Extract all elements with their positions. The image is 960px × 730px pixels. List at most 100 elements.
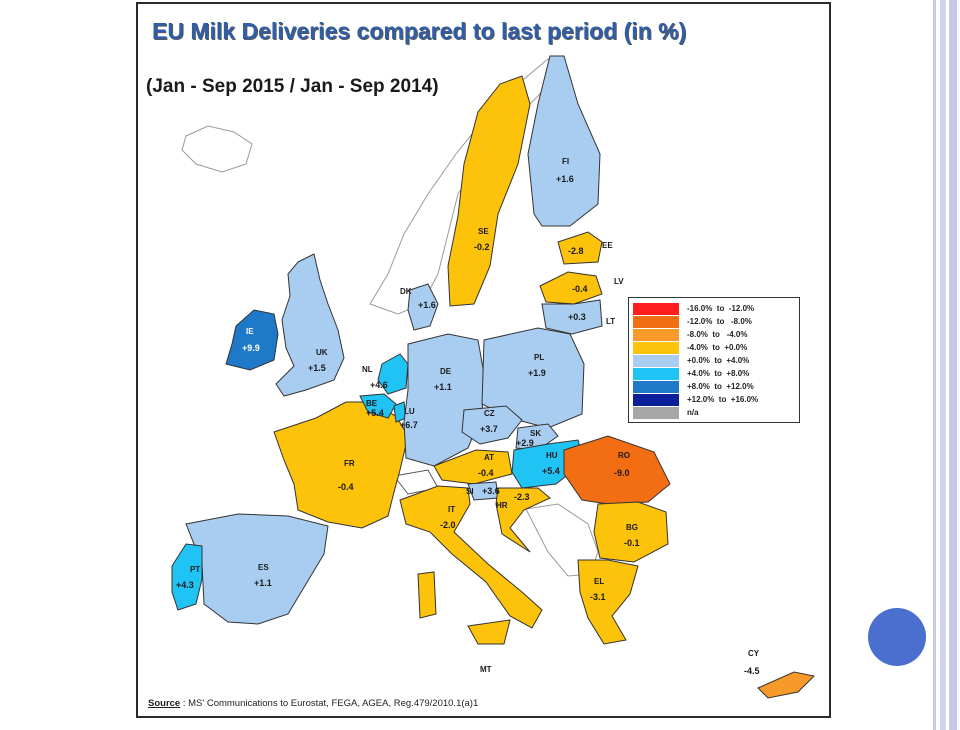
map-title: EU Milk Deliveries compared to last peri…	[152, 18, 687, 44]
label-be-value: +5.4	[366, 408, 384, 418]
country-it-sardinia	[417, 571, 437, 619]
country-at	[433, 449, 513, 485]
label-lt-value: +0.3	[568, 312, 586, 322]
legend-swatch	[633, 354, 679, 367]
label-es-value: +1.1	[254, 578, 272, 588]
label-sk-value: +2.9	[516, 438, 534, 448]
country-ie	[225, 309, 279, 371]
label-nl-value: +4.6	[370, 380, 388, 390]
legend-swatch	[633, 302, 679, 315]
legend-range: +4.0% to +8.0%	[687, 369, 750, 378]
next-slide-button[interactable]	[868, 608, 926, 666]
label-fi-value: +1.6	[556, 174, 574, 184]
label-ie-code: IE	[246, 327, 254, 336]
label-be-code: BE	[366, 399, 378, 408]
label-mt-code: MT	[480, 665, 492, 674]
border-stripe	[949, 0, 957, 730]
label-fi-code: FI	[562, 157, 569, 166]
legend-row: -16.0% to -12.0%	[633, 302, 795, 315]
label-fr-code: FR	[344, 459, 355, 468]
label-uk-value: +1.5	[308, 363, 326, 373]
label-cy-value: -4.5	[744, 666, 760, 676]
legend-row: -4.0% to +0.0%	[633, 341, 795, 354]
label-bg-code: BG	[626, 523, 638, 532]
label-hr-code: HR	[496, 501, 508, 510]
border-stripe	[933, 0, 936, 730]
country-ro	[563, 435, 671, 505]
label-pt-code: PT	[190, 565, 200, 574]
label-lu-value: +6.7	[400, 420, 418, 430]
label-se-code: SE	[478, 227, 489, 236]
legend-row: +12.0% to +16.0%	[633, 393, 795, 406]
country-cy	[757, 671, 816, 699]
label-ro-value: -9.0	[614, 468, 630, 478]
label-lu-code: LU	[404, 407, 415, 416]
iceland-outline	[181, 125, 253, 173]
label-el-code: EL	[594, 577, 604, 586]
legend-swatch	[633, 341, 679, 354]
legend-row: +0.0% to +4.0%	[633, 354, 795, 367]
country-se	[447, 75, 531, 307]
label-at-code: AT	[484, 453, 494, 462]
country-fr	[273, 401, 409, 529]
legend-range: -4.0% to +0.0%	[687, 343, 748, 352]
color-legend: -16.0% to -12.0% -12.0% to -8.0% -8.0% t…	[628, 297, 800, 423]
label-pl-value: +1.9	[528, 368, 546, 378]
country-be	[359, 393, 397, 419]
source-text: : MS' Communications to Eurostat, FEGA, …	[180, 698, 479, 709]
label-fr-value: -0.4	[338, 482, 354, 492]
label-it-code: IT	[448, 505, 455, 514]
label-ro-code: RO	[618, 451, 630, 460]
legend-row: -8.0% to -4.0%	[633, 328, 795, 341]
country-pt	[171, 543, 203, 611]
legend-swatch	[633, 315, 679, 328]
country-es	[185, 513, 329, 625]
label-cz-value: +3.7	[480, 424, 498, 434]
label-es-code: ES	[258, 563, 269, 572]
country-sk	[515, 423, 559, 451]
legend-swatch	[633, 406, 679, 419]
map-subtitle: (Jan - Sep 2015 / Jan - Sep 2014)	[146, 76, 439, 97]
country-nl	[377, 353, 409, 395]
label-dk-code: DK	[400, 287, 412, 296]
country-ee	[557, 231, 603, 265]
label-uk-code: UK	[316, 348, 328, 357]
source-label: Source	[148, 698, 181, 709]
legend-row: +8.0% to +12.0%	[633, 380, 795, 393]
label-cz-code: CZ	[484, 409, 495, 418]
label-ee-code: EE	[602, 241, 613, 250]
label-cy-code: CY	[748, 649, 760, 658]
label-ie-value: +9.9	[242, 343, 260, 353]
country-cz	[461, 405, 523, 445]
label-hu-value: +5.4	[542, 466, 560, 476]
label-el-value: -3.1	[590, 592, 606, 602]
country-el	[577, 559, 639, 645]
europe-map: IE +9.9 UK +1.5 FR -0.4 ES +1.1 PT +4.3 …	[171, 55, 816, 699]
country-it-sicily	[467, 619, 511, 645]
legend-swatch	[633, 380, 679, 393]
label-pt-value: +4.3	[176, 580, 194, 590]
label-de-value: +1.1	[434, 382, 452, 392]
milk-deliveries-map: IE +9.9 UK +1.5 FR -0.4 ES +1.1 PT +4.3 …	[136, 2, 831, 718]
label-lv-value: -0.4	[572, 284, 588, 294]
legend-range: -8.0% to -4.0%	[687, 330, 748, 339]
country-lv	[539, 271, 603, 305]
label-se-value: -0.2	[474, 242, 490, 252]
legend-swatch	[633, 367, 679, 380]
country-lt	[541, 299, 603, 335]
country-bg	[593, 501, 669, 563]
source-note: Source : MS' Communications to Eurostat,…	[148, 698, 478, 709]
label-it-value: -2.0	[440, 520, 456, 530]
label-hr-value: -2.3	[514, 492, 530, 502]
label-nl-code: NL	[362, 365, 373, 374]
label-pl-code: PL	[534, 353, 544, 362]
legend-row: +4.0% to +8.0%	[633, 367, 795, 380]
legend-range: n/a	[687, 408, 699, 417]
label-hu-code: HU	[546, 451, 558, 460]
label-lt-code: LT	[606, 317, 615, 326]
label-at-value: -0.4	[478, 468, 494, 478]
label-lv-code: LV	[614, 277, 624, 286]
label-si-code: SI	[466, 487, 474, 496]
legend-swatch	[633, 328, 679, 341]
label-si-value: +3.6	[482, 486, 500, 496]
